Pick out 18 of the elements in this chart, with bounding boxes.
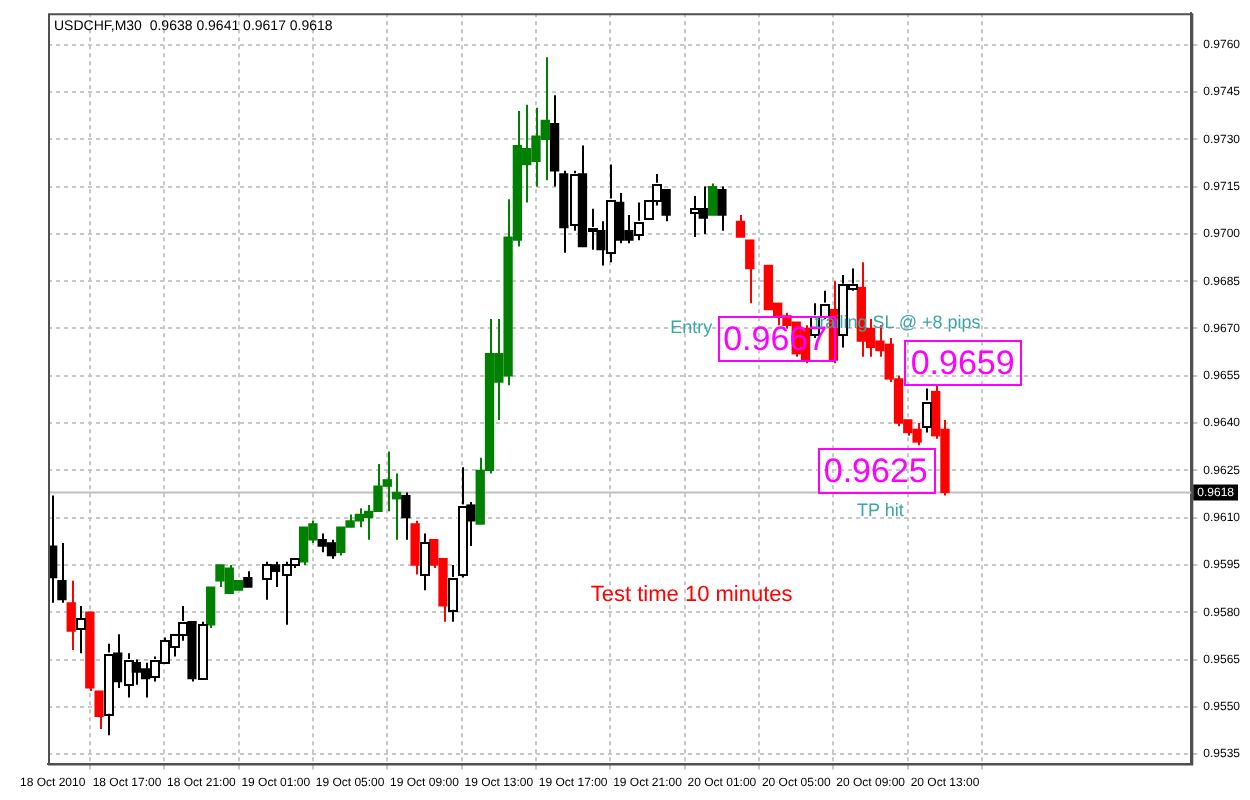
candlestick <box>94 690 104 730</box>
candlestick <box>206 586 216 630</box>
candlestick <box>735 213 746 239</box>
candlestick <box>410 519 420 576</box>
candlestick <box>717 185 727 232</box>
annotation: Entry <box>670 317 714 338</box>
candlestick <box>66 579 76 652</box>
candlestick <box>401 491 411 541</box>
candlestick <box>326 538 337 560</box>
annotation: 0.9659 <box>910 344 1015 383</box>
candlestick <box>763 264 774 311</box>
annotation: Test time 10 minutes <box>590 582 794 607</box>
annotation: 0.9625 <box>823 452 928 491</box>
annotation: TP hit <box>856 499 905 520</box>
candlestick <box>698 185 708 235</box>
candlestick <box>419 532 430 592</box>
candlestick <box>745 239 755 305</box>
candlestick <box>707 182 718 216</box>
